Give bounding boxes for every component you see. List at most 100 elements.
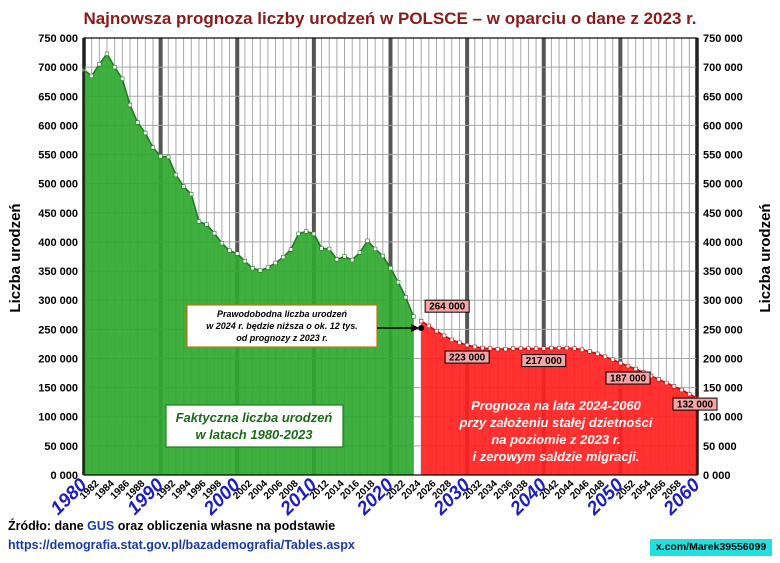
data-point [618,361,623,366]
data-label-box [605,371,651,385]
data-point [227,248,232,253]
data-point [510,346,516,351]
data-point [564,345,569,351]
data-point [556,345,562,351]
data-point [503,347,508,352]
data-point [687,391,692,397]
data-label: 187 000 [610,374,647,385]
y-tick-label-right: 350 000 [703,266,743,278]
forecast-annotation-line: Prognoza na lata 2024-2060 [471,398,642,413]
data-point [664,380,669,386]
data-point [204,222,209,227]
forecast-annotation-line: i zerowym saldzie migracji. [473,449,640,464]
data-point [434,328,439,334]
data-point [296,231,301,236]
y-tick-label-left: 350 000 [38,266,78,278]
data-point [219,240,225,246]
data-point [579,347,585,352]
data-point [150,145,156,150]
data-point [541,346,546,351]
data-label: 132 000 [677,400,714,411]
data-point [495,347,500,352]
data-point [89,73,94,78]
data-point [656,377,661,382]
data-label-box [521,354,567,368]
data-point [158,154,163,159]
data-point [373,246,378,252]
y-tick-label-left: 50 000 [44,441,78,453]
data-point [472,344,477,349]
data-point [135,120,140,125]
data-point [242,259,248,264]
data-point [127,102,133,108]
note-box-line: Prawodobodna liczba urodzeń [217,309,348,319]
data-point [350,257,355,263]
data-point [166,154,171,159]
note-box [186,304,378,348]
data-point [120,76,125,81]
data-point [419,319,424,324]
y-tick-label-left: 650 000 [38,91,78,103]
y-tick-label-right: 400 000 [703,237,743,249]
y-tick-label-right: 250 000 [703,324,743,336]
actual-births-area [84,53,414,475]
y-tick-label-left: 700 000 [38,62,78,74]
data-point [625,363,631,369]
y-axis-label-right: Liczba urodzeń [757,203,774,312]
data-point [633,366,638,372]
y-tick-label-left: 600 000 [38,120,78,132]
actual-annotation-box [165,404,344,448]
source-url[interactable]: https://demografia.stat.gov.pl/bazademog… [8,538,355,552]
note-arrow-dot [418,325,425,331]
data-point [365,238,370,243]
forecast-annotation-line: na poziomie z 2023 r. [491,432,620,447]
y-tick-label-right: 750 000 [703,33,743,45]
data-point [388,266,393,271]
y-tick-label-left: 300 000 [38,295,78,307]
forecast-annotation-line: przy założeniu stałej dzietności [459,415,653,430]
source-note: Źródło: dane GUS oraz obliczenia własne … [8,519,335,533]
data-point [671,384,677,389]
y-tick-label-left: 150 000 [38,383,78,395]
y-tick-label-right: 600 000 [703,120,743,132]
y-tick-label-left: 250 000 [38,324,78,336]
y-tick-label-left: 450 000 [38,208,78,220]
y-tick-label-right: 0 000 [703,470,731,482]
labels: 264 000 223 000 217 000 187 000 132 000 Progn… [165,299,718,464]
y-tick-label-right: 150 000 [703,383,743,395]
y-tick-label-right: 700 000 [703,62,743,74]
data-point [457,340,462,345]
source-gus: GUS [87,519,115,533]
data-point [189,192,194,197]
data-point [334,257,339,262]
data-point [273,260,278,266]
chart-title: Najnowsza prognoza liczby urodzeń w POLS… [83,9,696,28]
data-point [112,65,117,70]
data-point [442,333,447,338]
y-tick-label-right: 500 000 [703,179,743,191]
data-areas [81,51,700,475]
y-tick-label-right: 50 000 [703,441,737,453]
data-point [265,265,271,270]
data-label: 223 000 [449,353,486,364]
x-tick-label-major: 2060 [659,474,705,520]
data-point [449,337,454,342]
y-tick-label-right: 650 000 [703,91,743,103]
data-point [465,342,470,348]
data-point [526,346,531,351]
data-point [480,345,485,351]
data-point [327,246,332,252]
y-tick-label-left: 400 000 [38,237,78,249]
note-box-line: w 2024 r. będzie niższa o ok. 12 tys. [206,321,358,331]
data-point [679,387,684,393]
y-tick-label-right: 100 000 [703,412,743,424]
y-axis-label-left: Liczba urodzeń [7,203,24,312]
y-tick-label-right: 550 000 [703,150,743,162]
data-point [250,266,255,271]
data-label-box [672,397,718,411]
data-label-box [444,350,490,364]
data-point [587,349,592,354]
author-credit[interactable]: x.com/Marek39556099 [650,539,772,556]
data-point [357,250,362,255]
